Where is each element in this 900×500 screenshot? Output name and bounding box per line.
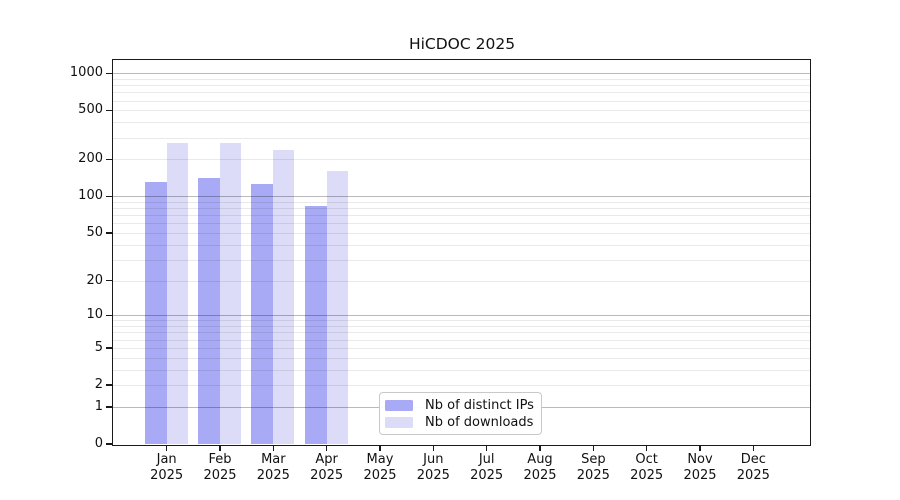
legend-label-downloads: Nb of downloads: [425, 415, 534, 430]
x-tick-label-year: 2025: [363, 467, 397, 483]
y-tick: [106, 406, 113, 408]
y-tick-label: 5: [94, 339, 103, 355]
x-tick: [432, 445, 435, 451]
y-tick-label: 200: [78, 151, 103, 167]
bar-distinct-ips: [144, 182, 167, 444]
x-tick: [539, 445, 541, 451]
x-tick-label: Aug 2025: [510, 452, 570, 483]
x-tick-label: Jun 2025: [403, 452, 463, 483]
y-tick: [106, 158, 113, 161]
x-tick-label-month: Apr: [315, 452, 338, 467]
x-tick: [752, 445, 755, 451]
x-tick-label-month: Feb: [208, 452, 232, 467]
x-tick-label: Nov 2025: [670, 452, 730, 483]
y-tick-label: 1000: [69, 65, 103, 81]
y-grid-minor: [113, 110, 810, 112]
x-tick-label-month: Jul: [478, 452, 495, 467]
bar-downloads: [220, 143, 241, 444]
x-tick-label-month: Aug: [527, 452, 553, 467]
x-tick-label-month: Oct: [635, 452, 658, 467]
x-tick-label-month: May: [366, 452, 394, 467]
x-tick-label-month: Jun: [423, 452, 444, 467]
x-tick-label-month: Jan: [156, 452, 177, 467]
x-tick-label-year: 2025: [683, 467, 717, 483]
x-tick-label-year: 2025: [736, 467, 770, 483]
y-tick: [106, 314, 113, 317]
x-tick-label: Mar 2025: [243, 452, 303, 483]
bar-distinct-ips: [251, 183, 274, 444]
y-tick-label: 1: [94, 398, 103, 414]
x-tick-label: Jul 2025: [457, 452, 517, 483]
y-tick-label: 2: [94, 377, 103, 393]
y-tick: [106, 443, 113, 445]
legend-swatch-distinct-ips: [385, 400, 413, 411]
legend-row-downloads: Nb of downloads: [385, 414, 535, 431]
y-grid-minor: [113, 78, 810, 80]
y-grid-minor: [113, 122, 810, 124]
x-tick: [165, 445, 168, 451]
y-grid-minor: [113, 159, 810, 161]
legend-label-distinct-ips: Nb of distinct IPs: [425, 398, 534, 413]
y-grid-minor: [113, 92, 810, 94]
bar-distinct-ips: [304, 206, 327, 444]
x-tick-label-year: 2025: [523, 467, 557, 483]
x-tick-label-year: 2025: [150, 467, 184, 483]
y-tick: [106, 72, 113, 75]
x-tick: [219, 445, 221, 451]
y-tick-label: 100: [78, 188, 103, 204]
chart-title: HiCDOC 2025: [408, 35, 516, 53]
y-tick-label: 50: [86, 225, 103, 241]
x-tick-label-month: Mar: [261, 452, 286, 467]
y-tick-label: 20: [86, 272, 103, 288]
x-tick-label: Sep 2025: [563, 452, 623, 483]
y-tick: [106, 384, 113, 386]
x-tick-label-month: Nov: [687, 452, 713, 467]
x-tick: [645, 445, 648, 451]
y-tick: [106, 109, 113, 112]
y-tick-label: 500: [78, 102, 103, 118]
x-tick-label-year: 2025: [310, 467, 344, 483]
y-tick: [106, 279, 113, 282]
bar-downloads: [326, 171, 348, 444]
bar-downloads: [166, 143, 188, 444]
x-tick-label-year: 2025: [416, 467, 450, 483]
y-grid-minor: [113, 85, 810, 87]
x-tick-label-year: 2025: [203, 467, 237, 483]
y-grid-minor: [113, 137, 810, 139]
x-tick: [592, 445, 595, 451]
y-grid-minor: [113, 100, 810, 102]
y-grid-major: [113, 73, 810, 75]
x-tick: [699, 445, 701, 451]
bar-downloads: [273, 150, 295, 444]
x-tick-label: May 2025: [350, 452, 410, 483]
x-tick-label: Oct 2025: [617, 452, 677, 483]
x-tick: [379, 445, 381, 451]
legend: Nb of distinct IPs Nb of downloads: [379, 392, 542, 435]
y-tick-label: 0: [94, 436, 103, 451]
y-tick: [106, 195, 113, 198]
legend-swatch-downloads: [385, 417, 413, 428]
x-tick-label-year: 2025: [630, 467, 664, 483]
y-tick: [106, 232, 113, 234]
x-tick-label: Apr 2025: [297, 452, 357, 483]
x-tick-label-month: Sep: [581, 452, 606, 467]
x-tick-label: Jan 2025: [137, 452, 197, 483]
y-tick-label: 10: [86, 307, 103, 323]
x-tick: [272, 445, 275, 451]
bar-distinct-ips: [198, 177, 220, 444]
x-tick-label-year: 2025: [576, 467, 610, 483]
x-tick-label-year: 2025: [470, 467, 504, 483]
y-tick: [106, 347, 113, 349]
x-tick-label: Feb 2025: [190, 452, 250, 483]
x-tick-label-year: 2025: [256, 467, 290, 483]
x-tick-label: Dec 2025: [723, 452, 783, 483]
legend-row-distinct-ips: Nb of distinct IPs: [385, 397, 535, 414]
x-tick: [485, 445, 488, 451]
x-tick: [325, 445, 328, 451]
x-tick-label-month: Dec: [740, 452, 766, 467]
